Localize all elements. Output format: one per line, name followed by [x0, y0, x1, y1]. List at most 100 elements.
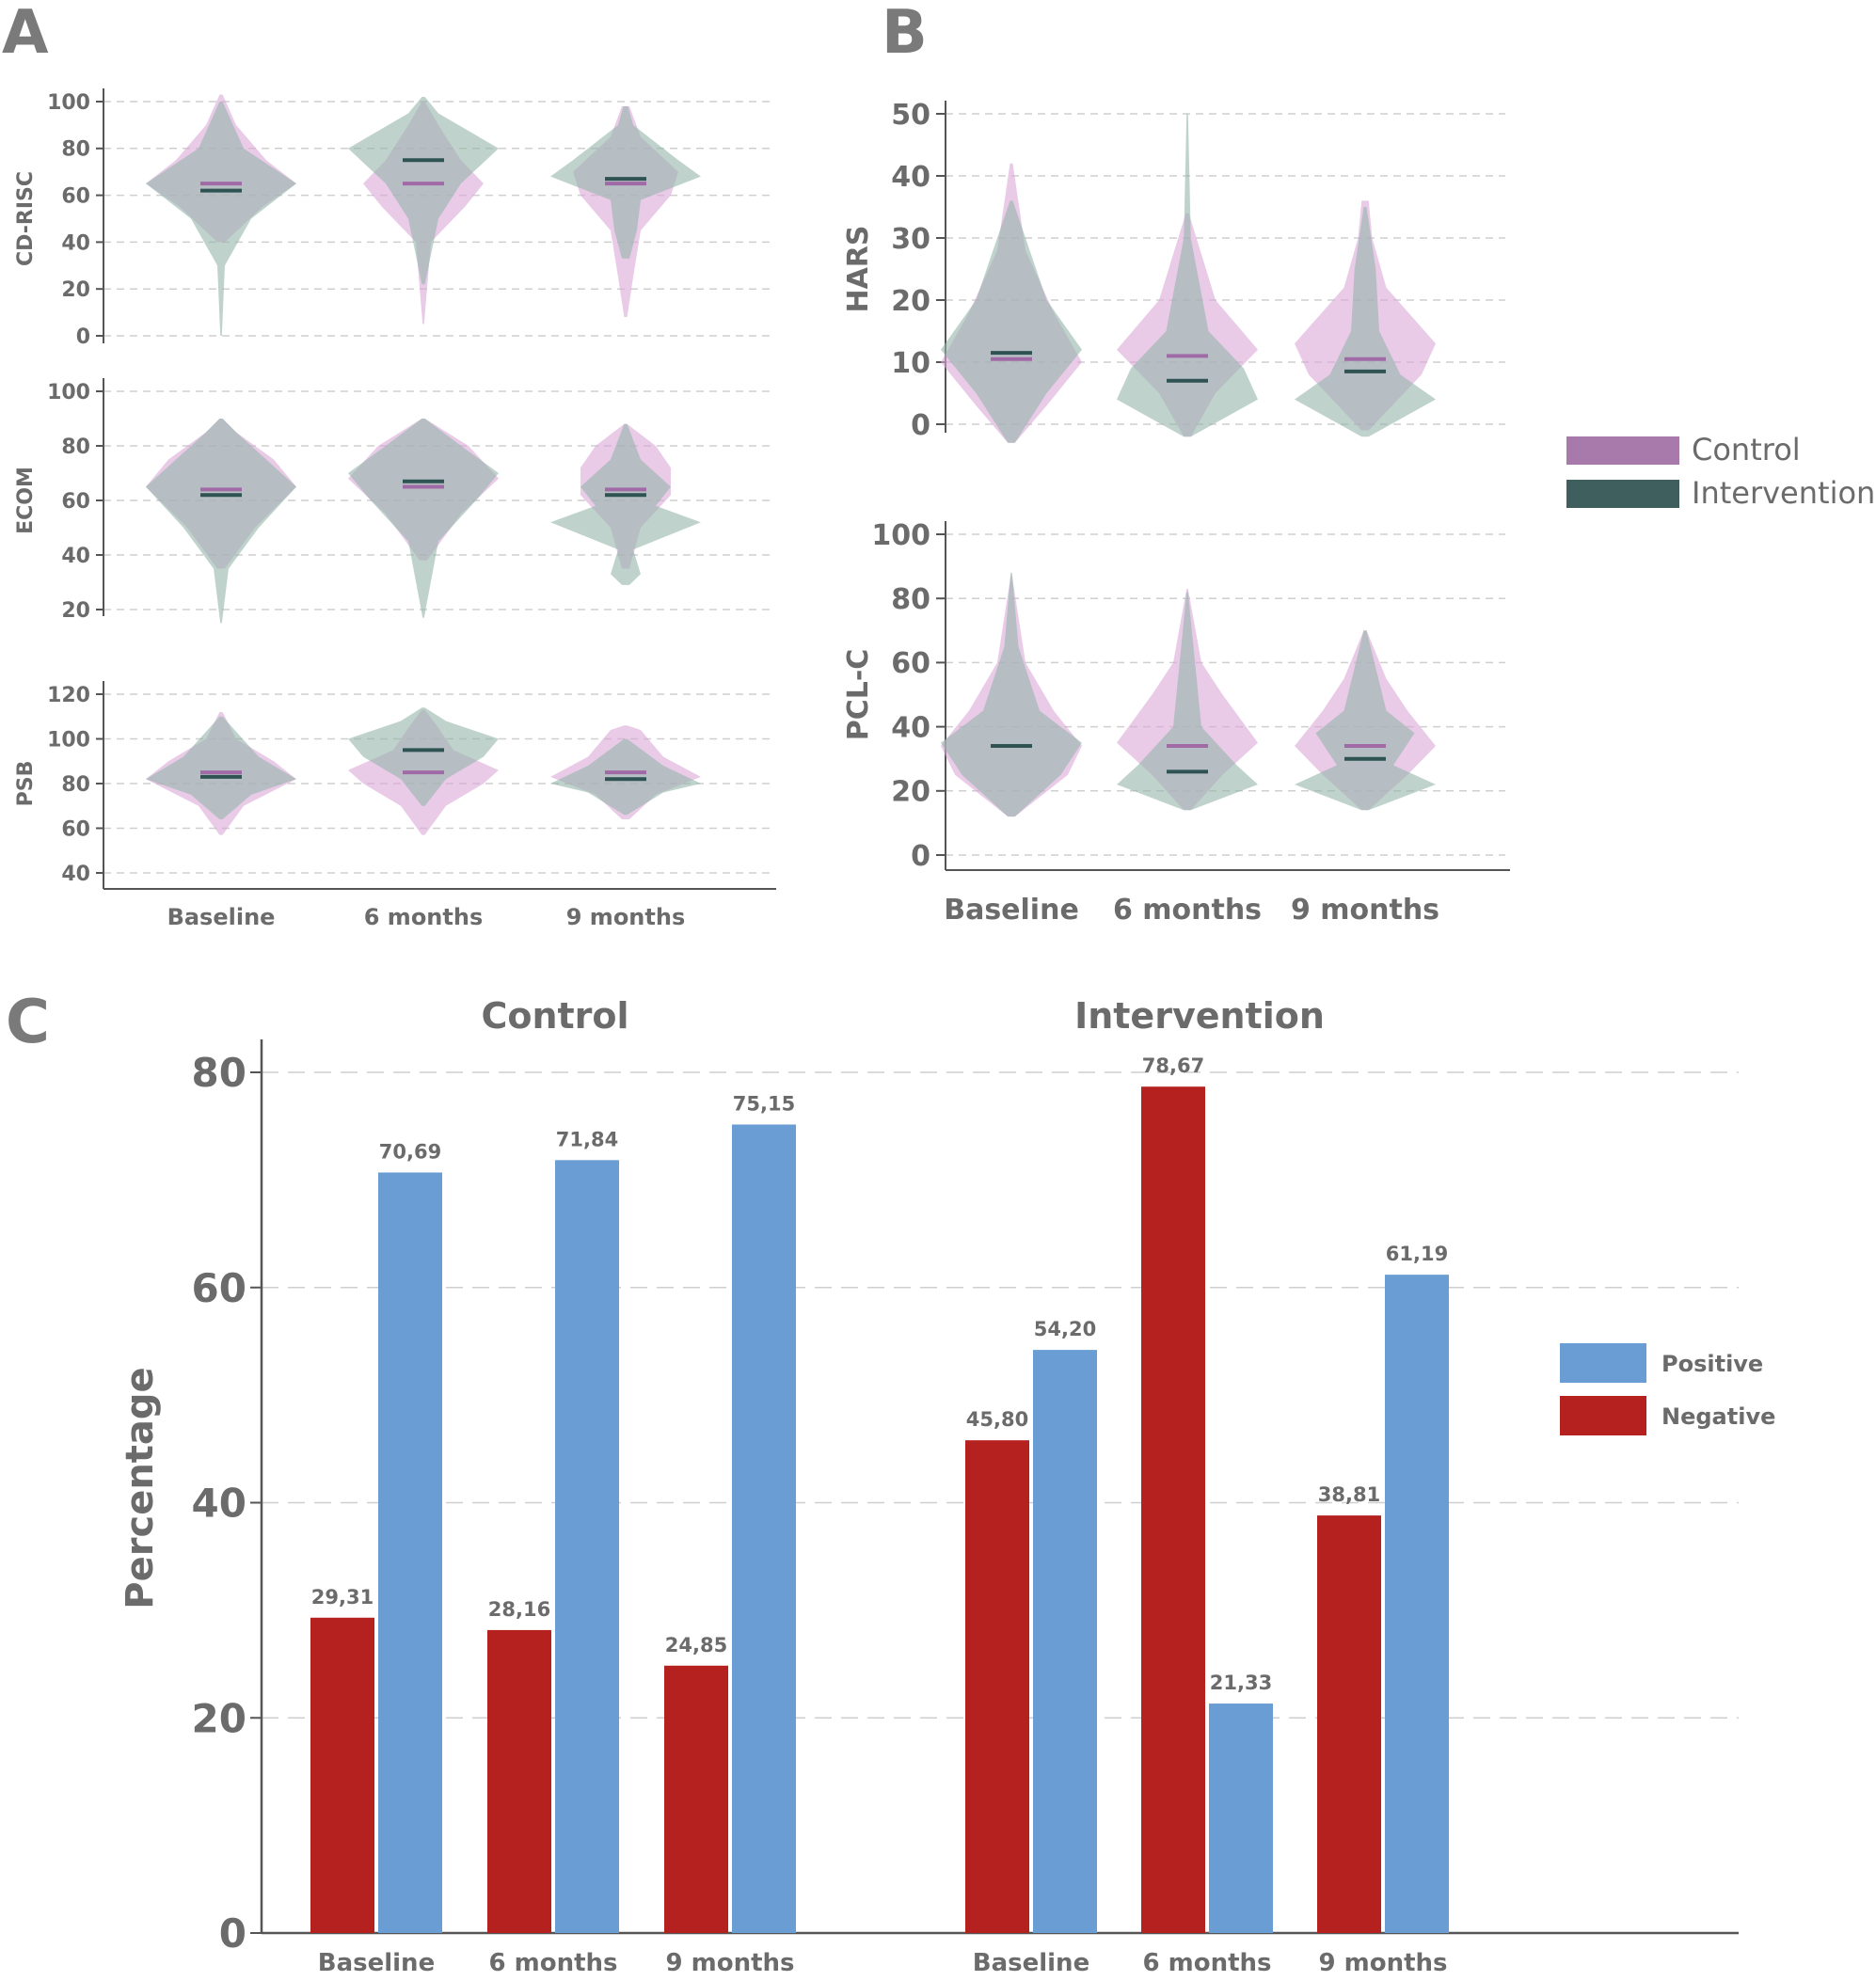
bar-intervention-positive-2	[1385, 1275, 1449, 1933]
y-tick-label: 40	[61, 545, 90, 568]
bar-control-negative-0	[310, 1617, 374, 1933]
x-tick-label: 9 months	[566, 904, 685, 930]
violin-panel-psb: 40 60 80 100 120 PSB Baseline 6 months 9 months	[14, 681, 776, 930]
violin-legend: Control Intervention	[1566, 432, 1875, 511]
y-tick-label: 60	[61, 817, 90, 841]
legend-control-label: Control	[1692, 432, 1801, 468]
group-title-control: Control	[481, 995, 628, 1037]
violin-charts: 020406080100CD-RISC20406080100ECOM406080…	[14, 88, 1510, 930]
y-tick-label: 100	[47, 381, 90, 404]
y-tick-label: 0	[911, 840, 930, 873]
y-tick-label: 60	[891, 647, 930, 680]
panel-label-c: C	[6, 988, 50, 1057]
x-tick-label: 6 months	[364, 904, 483, 930]
y-tick-label: 50	[891, 99, 930, 132]
bar-intervention-positive-0	[1033, 1350, 1097, 1933]
y-tick-label: 100	[47, 728, 90, 752]
violin-intervention-2	[1295, 630, 1436, 811]
y-tick-label: 20	[891, 285, 930, 318]
y-tick-label: 80	[61, 436, 90, 459]
legend-positive-label: Positive	[1661, 1351, 1763, 1377]
violin-intervention-0	[941, 200, 1082, 443]
bar-value-label: 29,31	[311, 1586, 374, 1609]
bar-value-label: 54,20	[1034, 1318, 1096, 1340]
x-tick-label: 6 months	[1142, 1949, 1271, 1977]
y-axis-label: CD-RISC	[14, 171, 38, 266]
legend-intervention-label: Intervention	[1692, 475, 1875, 511]
y-tick-label: 40	[192, 1481, 246, 1527]
bar-value-label: 71,84	[556, 1128, 618, 1150]
violin-panel-hars: 0 10 20 30 40 50 HARS	[842, 99, 1505, 443]
violin-panel-ecom: 20 40 60 80 100 ECOM	[14, 378, 771, 624]
y-axis-label: ECOM	[14, 467, 38, 534]
legend-positive-swatch	[1560, 1343, 1646, 1383]
y-tick-label: 80	[61, 773, 90, 797]
legend-negative-swatch	[1560, 1396, 1646, 1435]
y-tick-label: 80	[61, 138, 90, 162]
y-tick-label: 40	[61, 231, 90, 255]
legend-negative-label: Negative	[1661, 1403, 1775, 1430]
x-tick-label: 9 months	[665, 1949, 794, 1977]
bar-value-label: 28,16	[488, 1598, 550, 1621]
y-axis-label: PCL-C	[842, 649, 875, 741]
y-tick-label: 0	[76, 325, 90, 349]
y-tick-label: 40	[891, 711, 930, 744]
x-tick-label: Baseline	[318, 1949, 435, 1977]
violin-intervention-1	[348, 97, 499, 285]
y-tick-label: 100	[871, 519, 930, 552]
y-tick-label: 80	[192, 1050, 246, 1096]
bar-value-label: 78,67	[1142, 1054, 1204, 1077]
bar-value-label: 24,85	[665, 1634, 727, 1656]
violin-panel-pcl-c: 0 20 40 60 80 100 PCL-C Baseline 6 months 9 month…	[842, 519, 1510, 927]
bar-intervention-negative-2	[1317, 1515, 1381, 1933]
bar-value-label: 21,33	[1210, 1672, 1272, 1694]
y-tick-label: 0	[219, 1910, 246, 1957]
y-tick-label: 20	[891, 776, 930, 809]
bar-control-negative-1	[487, 1629, 551, 1933]
bar-control-negative-2	[664, 1665, 728, 1933]
violin-intervention-0	[146, 419, 296, 624]
bar-control-positive-2	[732, 1124, 796, 1933]
y-tick-label: 100	[47, 91, 90, 115]
violin-intervention-1	[348, 419, 499, 618]
violin-intervention-0	[146, 102, 296, 336]
bar-value-label: 45,80	[966, 1408, 1028, 1431]
y-tick-label: 60	[61, 185, 90, 209]
bar-value-label: 70,69	[379, 1140, 441, 1163]
violin-intervention-1	[348, 707, 499, 806]
bar-control-positive-1	[555, 1160, 619, 1933]
x-tick-label: Baseline	[944, 894, 1079, 927]
y-tick-label: 60	[192, 1265, 246, 1311]
x-tick-label: 6 months	[488, 1949, 617, 1977]
y-tick-label: 20	[192, 1695, 246, 1741]
x-tick-label: 6 months	[1113, 894, 1262, 927]
group-title-intervention: Intervention	[1074, 995, 1325, 1037]
y-tick-label: 60	[61, 490, 90, 514]
violin-intervention-1	[1117, 114, 1258, 437]
violin-intervention-0	[941, 572, 1082, 817]
bar-value-label: 38,81	[1318, 1483, 1380, 1506]
y-tick-label: 30	[891, 223, 930, 256]
legend-control-swatch	[1566, 436, 1679, 465]
panel-label-a: A	[2, 0, 49, 68]
bar-value-label: 75,15	[733, 1092, 795, 1115]
violin-intervention-2	[1295, 207, 1436, 437]
y-tick-label: 0	[911, 409, 930, 442]
bar-value-label: 61,19	[1386, 1243, 1448, 1265]
x-tick-label: 9 months	[1318, 1949, 1447, 1977]
y-tick-label: 80	[891, 583, 930, 616]
violin-intervention-2	[550, 738, 701, 816]
y-tick-label: 40	[61, 863, 90, 886]
y-tick-label: 10	[891, 347, 930, 380]
y-tick-label: 20	[61, 599, 90, 623]
y-tick-label: 40	[891, 161, 930, 194]
x-tick-label: Baseline	[973, 1949, 1089, 1977]
legend-intervention-swatch	[1566, 480, 1679, 508]
violin-panel-cd-risc: 0 20 40 60 80 100 CD-RISC	[14, 88, 771, 349]
bar-intervention-negative-0	[965, 1440, 1029, 1933]
y-axis-label: PSB	[14, 761, 38, 807]
y-tick-label: 120	[47, 684, 90, 707]
bar-intervention-positive-1	[1209, 1704, 1273, 1933]
x-tick-label: Baseline	[167, 904, 276, 930]
